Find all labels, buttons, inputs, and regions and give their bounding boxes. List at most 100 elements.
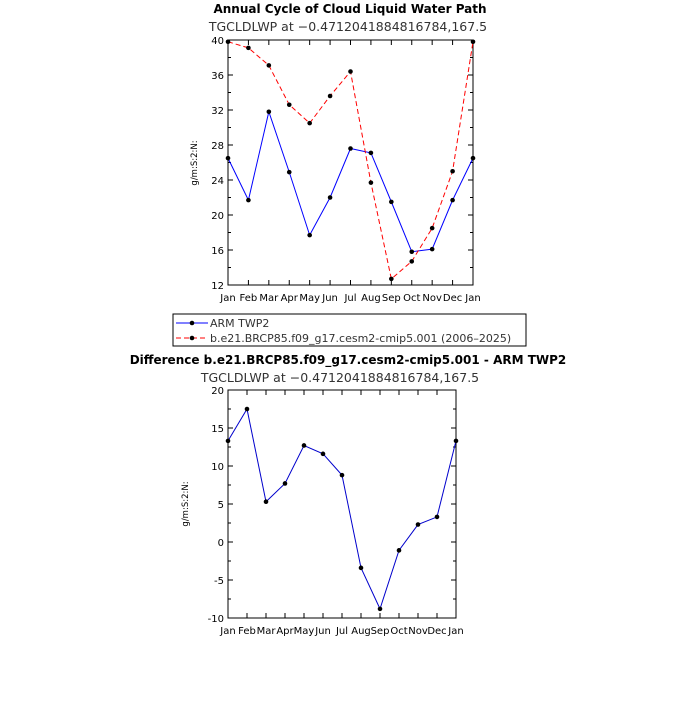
chart1-xtick-label: Jan (464, 293, 480, 304)
chart1-ytick-label: 40 (211, 36, 224, 47)
chart1-series-0-point (429, 246, 435, 252)
chart2-xtick-label: Jul (335, 626, 348, 637)
chart2-ytick-label: 15 (211, 424, 224, 435)
chart1-title: Annual Cycle of Cloud Liquid Water Path (213, 2, 486, 16)
chart1-xtick-label: Jan (219, 293, 235, 304)
chart1-series-0-point (368, 150, 374, 156)
chart1-series-1-point (348, 69, 353, 74)
chart1-series-0-point (266, 109, 272, 115)
chart2-xtick-label: Jan (447, 626, 463, 637)
chart1-series-1-point (389, 276, 394, 282)
chart1-series-1-point (409, 259, 415, 264)
chart1-series-0-point (307, 232, 312, 238)
chart1-series-0-point (450, 197, 455, 203)
chart1-series-0-point (225, 155, 231, 161)
chart2-series-0-point (244, 406, 250, 412)
legend-box (172, 313, 527, 347)
chart2-xtick-label: Jan (219, 626, 235, 637)
chart2-xtick-label: Jun (314, 626, 331, 637)
chart1-series-0-point (409, 249, 415, 255)
chart2-xtick-label: Oct (390, 626, 407, 637)
chart2-series-0-point (415, 522, 421, 527)
chart1-series-1-point (450, 168, 455, 174)
chart2-plot-frame (227, 389, 457, 619)
chart2-xtick-label: Apr (276, 626, 294, 637)
chart1-xtick-label: Jul (343, 293, 356, 304)
chart2-title: Difference b.e21.BRCP85.f09_g17.cesm2-cm… (130, 353, 567, 368)
chart2-xtick-label: Sep (371, 626, 390, 637)
chart2-xtick-label: Mar (257, 626, 277, 637)
chart2-series-0-point (453, 438, 459, 444)
chart1-series-0-point (286, 169, 292, 175)
annual-cycle-chart: Annual Cycle of Cloud Liquid Water Path … (190, 2, 487, 304)
chart1-series-1-point (429, 225, 435, 231)
chart2-subtitle: TGCLDLWP at −0.4712041884816784,167.5 (200, 370, 479, 385)
chart1-ytick-label: 20 (211, 211, 224, 222)
chart2-series-0-point (339, 472, 345, 478)
legend-marker-arm (189, 320, 195, 326)
chart1-series-0-point (389, 199, 394, 205)
chart1-series-1-point (266, 63, 272, 68)
chart1-xtick-label: Jun (321, 293, 338, 304)
chart2-xtick-label: May (294, 626, 315, 637)
chart1-plot-frame (227, 39, 474, 286)
chart2-series-0-point (396, 548, 402, 553)
chart1-series-0-point (470, 155, 476, 161)
legend-label-arm: ARM TWP2 (210, 317, 269, 330)
chart2-ylabel: g/m:S:2:N: (181, 481, 191, 526)
chart1-ytick-label: 32 (211, 106, 224, 117)
chart1-ytick-label: 16 (211, 246, 224, 257)
chart1-ytick-label: 12 (211, 281, 224, 292)
chart1-series-1-point (470, 39, 476, 45)
chart2-series-0-point (301, 443, 307, 448)
chart2-series-0-point (282, 481, 288, 486)
chart1-xtick-label: Apr (281, 293, 299, 304)
chart1-xtick-label: Feb (240, 293, 258, 304)
chart2-series-0-point (434, 514, 440, 520)
chart1-xtick-label: Sep (382, 293, 401, 304)
chart1-series-0-point (348, 146, 353, 151)
chart2-ytick-label: -10 (208, 614, 224, 625)
chart2-xtick-label: Dec (427, 626, 446, 637)
chart2-series-0-point (263, 499, 269, 505)
chart2-ytick-label: 0 (218, 538, 224, 549)
chart2-xtick-label: Feb (238, 626, 256, 637)
chart1-xtick-label: Nov (422, 293, 442, 304)
chart1-series (225, 39, 476, 282)
chart1-xtick-label: Mar (259, 293, 279, 304)
chart1-series-1-point (286, 102, 292, 108)
chart1-series-line-0 (227, 109, 474, 253)
chart2-series-0-point (358, 565, 364, 571)
chart1-series-1-point (225, 39, 231, 45)
chart2-ytick-label: 5 (218, 500, 224, 511)
chart1-xtick-label: Aug (361, 293, 381, 304)
legend-label-model: b.e21.BRCP85.f09_g17.cesm2-cmip5.001 (20… (210, 332, 511, 345)
chart1-series-1-point (307, 120, 312, 126)
chart2-series-0-point (225, 438, 231, 444)
chart1-ylabel: g/m:S:2:N: (190, 140, 200, 185)
chart1-xtick-label: May (299, 293, 320, 304)
chart1-series-1-point (368, 180, 374, 185)
chart1-xtick-label: Oct (403, 293, 420, 304)
chart1-ytick-label: 36 (211, 71, 224, 82)
chart1-xtick-label: Dec (443, 293, 462, 304)
legend-marker-model (189, 335, 195, 341)
chart2-series-line-0 (227, 407, 457, 611)
chart2-series-0-point (320, 451, 326, 457)
chart2-series-0-point (377, 606, 383, 612)
chart1-ytick-label: 24 (211, 176, 224, 187)
chart1-series-1-point (327, 93, 333, 99)
chart2-ytick-label: -5 (214, 576, 224, 587)
chart2-ytick-label: 10 (211, 462, 224, 473)
difference-chart: Difference b.e21.BRCP85.f09_g17.cesm2-cm… (130, 353, 567, 637)
chart2-xtick-label: Nov (408, 626, 428, 637)
chart2-xtick-label: Aug (351, 626, 371, 637)
chart1-series-1-point (246, 45, 251, 51)
chart1-series-line-1 (227, 41, 474, 280)
chart1-ytick-label: 28 (211, 141, 224, 152)
chart1-subtitle: TGCLDLWP at −0.4712041884816784,167.5 (208, 19, 487, 34)
chart2-series (225, 406, 459, 612)
